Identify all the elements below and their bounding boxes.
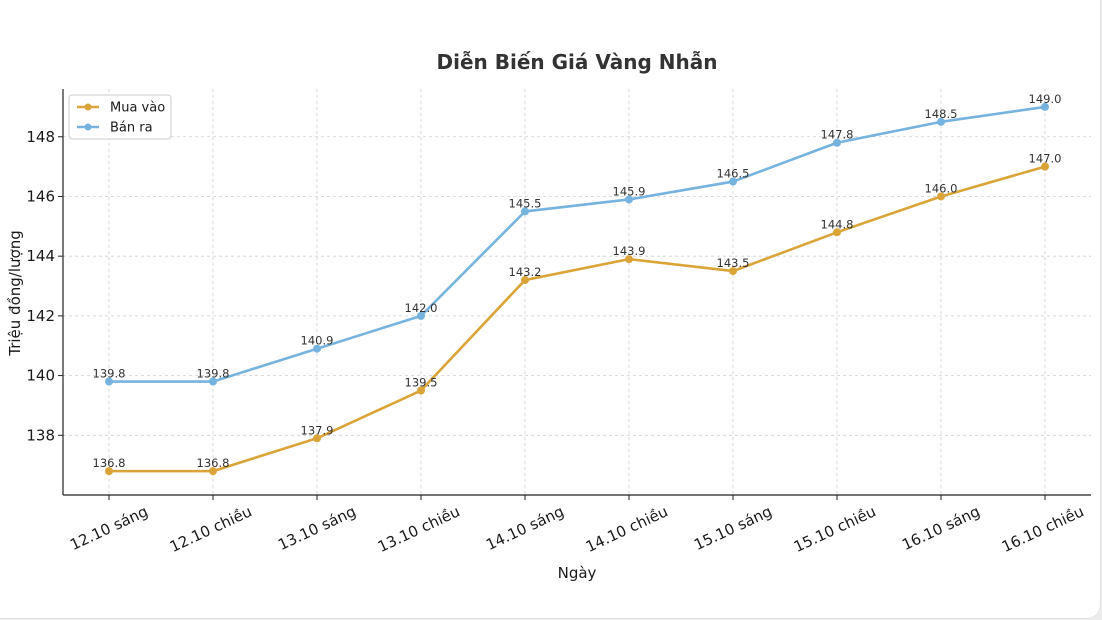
legend-label: Mua vào <box>110 101 165 116</box>
y-tick-label: 146 <box>26 187 55 205</box>
data-label: 147.0 <box>1029 152 1062 166</box>
x-tick-label: 16.10 sáng <box>899 502 983 554</box>
data-point <box>729 267 737 276</box>
data-point <box>209 377 217 386</box>
data-label: 145.5 <box>509 196 542 210</box>
data-label: 136.8 <box>93 456 126 470</box>
y-tick-label: 148 <box>26 128 55 146</box>
data-point <box>1041 162 1049 171</box>
data-point <box>521 276 529 285</box>
data-label: 142.0 <box>405 301 438 315</box>
x-tick-label: 15.10 sáng <box>691 502 775 554</box>
data-point <box>937 117 945 126</box>
data-label: 143.9 <box>613 244 646 258</box>
legend: Mua vào Bán ra <box>68 94 172 140</box>
data-label: 144.8 <box>821 217 854 231</box>
axis-layer: 138 140 142 144 146 148 12.10 sáng 12.10 chiều 1… <box>26 89 1091 556</box>
data-label: 143.5 <box>717 256 750 270</box>
data-point <box>729 177 737 186</box>
data-label: 139.8 <box>197 367 230 381</box>
legend-swatch-marker <box>84 103 92 111</box>
data-point <box>417 311 425 320</box>
x-tick-label: 16.10 chiều <box>999 502 1087 556</box>
x-tick-label: 12.10 sáng <box>67 502 151 554</box>
data-point <box>625 255 633 264</box>
x-tick-label: 14.10 chiều <box>583 502 671 556</box>
series-layer <box>105 102 1049 476</box>
data-label: 139.5 <box>405 376 438 390</box>
x-axis-label: Ngày <box>558 564 597 582</box>
data-point <box>833 138 841 147</box>
x-tick-label: 13.10 sáng <box>275 502 359 554</box>
data-label: 146.5 <box>717 167 750 181</box>
data-label: 146.0 <box>925 181 958 195</box>
data-point <box>1041 102 1049 111</box>
data-point <box>833 228 841 237</box>
data-point <box>313 434 321 443</box>
y-tick-label: 144 <box>26 247 55 265</box>
data-label: 145.9 <box>613 184 646 198</box>
data-label: 137.9 <box>301 423 334 437</box>
grid-layer <box>63 89 1091 495</box>
series-line-2 <box>109 105 1046 383</box>
data-point <box>209 467 217 476</box>
legend-label: Bán ra <box>110 121 153 136</box>
x-tick-label: 14.10 sáng <box>483 502 567 554</box>
data-point <box>521 207 529 216</box>
data-point <box>105 467 113 476</box>
data-label-layer: 136.8 136.8 137.9 139.5 143.2 143.9 143.5 144.8… <box>93 92 1062 470</box>
y-axis-label: Triệu đồng/lượng <box>6 230 24 356</box>
data-label: 149.0 <box>1029 92 1062 106</box>
data-label: 147.8 <box>821 128 854 142</box>
data-point <box>937 192 945 201</box>
data-label: 140.9 <box>301 334 334 348</box>
chart-title: Diễn Biến Giá Vàng Nhẫn <box>437 50 718 74</box>
data-label: 148.5 <box>925 107 958 121</box>
x-tick-label: 13.10 chiều <box>375 502 463 556</box>
x-tick-label: 15.10 chiều <box>791 502 879 556</box>
data-point <box>625 195 633 204</box>
data-point <box>105 377 113 386</box>
legend-swatch-marker <box>84 123 92 131</box>
y-tick-label: 142 <box>26 307 55 325</box>
y-tick-label: 138 <box>26 426 55 444</box>
y-tick-label: 140 <box>26 367 55 385</box>
data-label: 143.2 <box>509 265 542 279</box>
data-point <box>417 386 425 395</box>
series-line-1 <box>109 165 1046 473</box>
x-tick-label: 12.10 chiều <box>167 502 255 556</box>
data-label: 136.8 <box>197 456 230 470</box>
data-point <box>313 344 321 353</box>
data-label: 139.8 <box>93 367 126 381</box>
